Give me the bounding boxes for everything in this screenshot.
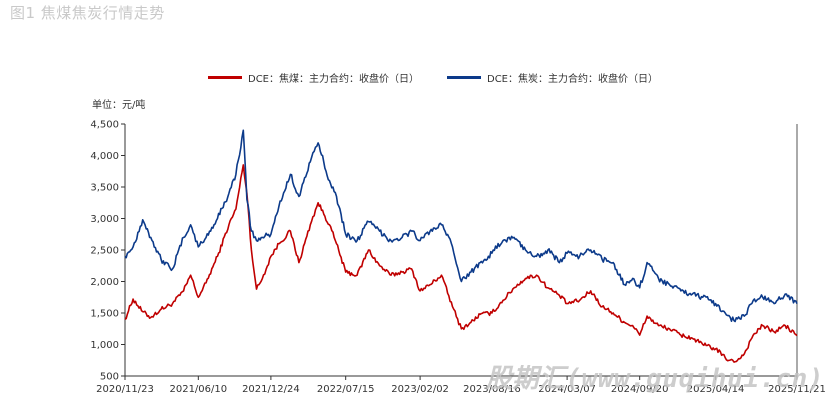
y-tick-label: 1,000 (90, 340, 119, 351)
x-tick-label: 2025/11/21 (768, 384, 826, 395)
legend-item-coking-coal: DCE：焦煤：主力合约：收盘价（日） (208, 70, 419, 85)
legend-swatch-coke (447, 76, 481, 79)
y-tick-label: 500 (100, 372, 119, 383)
series-line-coke (124, 129, 798, 323)
watermark-text: 股期汇(www.guqihui.cn) (486, 364, 824, 394)
y-tick-label: 1,500 (90, 309, 119, 320)
y-tick-label: 2,500 (90, 246, 119, 257)
unit-label: 单位：元/吨 (92, 100, 146, 111)
legend-item-coke: DCE：焦炭：主力合约：收盘价（日） (447, 70, 658, 85)
y-tick-label: 4,000 (90, 151, 119, 162)
x-tick-label: 2022/07/15 (317, 384, 375, 395)
legend-label-coking-coal: DCE：焦煤：主力合约：收盘价（日） (248, 74, 420, 85)
x-tick-label: 2024/03/07 (538, 384, 596, 395)
x-tick-label: 2020/11/23 (96, 384, 154, 395)
y-tick-label: 3,500 (90, 183, 119, 194)
legend-label-coke: DCE：焦炭：主力合约：收盘价（日） (487, 74, 659, 85)
x-tick-label: 2023/08/16 (463, 384, 521, 395)
x-tick-label: 2024/09/20 (611, 384, 669, 395)
x-tick-label: 2023/02/02 (391, 384, 449, 395)
chart-legend: DCE：焦煤：主力合约：收盘价（日） DCE：焦炭：主力合约：收盘价（日） (0, 70, 840, 85)
y-tick-label: 3,000 (90, 214, 119, 225)
y-tick-label: 4,500 (90, 120, 119, 131)
x-tick-label: 2021/06/10 (169, 384, 227, 395)
x-tick-label: 2021/12/24 (242, 384, 300, 395)
x-tick-label: 2025/04/14 (687, 384, 745, 395)
legend-swatch-coking-coal (208, 76, 242, 79)
series-line-coking-coal (124, 164, 798, 363)
y-tick-label: 2,000 (90, 277, 119, 288)
figure-title: 图1 焦煤焦炭行情走势 (10, 4, 165, 22)
